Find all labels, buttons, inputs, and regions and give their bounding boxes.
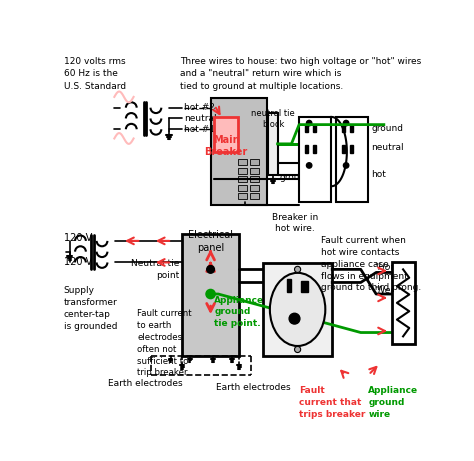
Bar	[301, 281, 308, 292]
Text: ground: ground	[279, 173, 311, 182]
Text: "Hot": "Hot"	[374, 263, 399, 272]
Text: Main
Breaker: Main Breaker	[204, 135, 247, 157]
Text: neutral: neutral	[372, 143, 404, 152]
Text: 120 V: 120 V	[64, 257, 92, 266]
Text: Supply
transformer
center-tap
is grounded: Supply transformer center-tap is grounde…	[64, 286, 117, 331]
Bar	[350, 124, 353, 132]
Circle shape	[294, 266, 301, 272]
Circle shape	[307, 120, 312, 126]
Text: Neutral tie
point: Neutral tie point	[131, 259, 180, 280]
Circle shape	[207, 266, 214, 273]
Circle shape	[343, 163, 349, 168]
Bar	[342, 145, 346, 153]
Text: Three wires to house: two high voltage or "hot" wires
and a "neutral" return wir: Three wires to house: two high voltage o…	[180, 57, 421, 91]
Circle shape	[289, 313, 300, 324]
Circle shape	[206, 290, 215, 299]
Bar	[305, 145, 309, 153]
Text: hot #1: hot #1	[183, 125, 215, 134]
Bar	[287, 278, 292, 292]
Bar	[342, 124, 346, 132]
Text: "Neutral": "Neutral"	[374, 286, 416, 295]
Text: Breaker in
hot wire.: Breaker in hot wire.	[272, 213, 319, 232]
Bar	[350, 145, 353, 153]
Text: Appliance
ground
wire: Appliance ground wire	[368, 386, 419, 419]
Text: Appliance
ground
tie point.: Appliance ground tie point.	[214, 296, 264, 327]
Bar	[313, 124, 316, 132]
Bar	[250, 176, 259, 183]
Text: neutral: neutral	[183, 114, 216, 123]
Bar	[250, 168, 259, 174]
Bar	[237, 159, 247, 165]
Bar	[250, 193, 259, 199]
Bar	[392, 262, 415, 344]
Bar	[268, 113, 278, 175]
Bar	[211, 98, 267, 206]
Text: Earth electrodes: Earth electrodes	[217, 383, 291, 391]
Bar	[336, 117, 368, 201]
Text: Earth electrodes: Earth electrodes	[108, 379, 182, 388]
Bar	[305, 124, 309, 132]
Bar	[182, 234, 239, 355]
Text: hot #2: hot #2	[183, 103, 215, 112]
Bar	[237, 168, 247, 174]
Text: ground: ground	[372, 124, 403, 133]
Bar	[214, 117, 237, 152]
Ellipse shape	[270, 273, 325, 346]
Text: Fault
current that
trips breaker: Fault current that trips breaker	[299, 386, 365, 419]
Text: 120 V: 120 V	[64, 233, 92, 243]
Bar	[237, 193, 247, 199]
Text: neutral tie
block: neutral tie block	[251, 109, 295, 129]
Circle shape	[343, 120, 349, 126]
Bar	[237, 176, 247, 183]
Text: 120 volts rms
60 Hz is the
U.S. Standard: 120 volts rms 60 Hz is the U.S. Standard	[64, 57, 126, 91]
Bar	[250, 185, 259, 191]
Circle shape	[307, 163, 312, 168]
Text: Fault current when
hot wire contacts
appliance case
flows in equipment
ground to: Fault current when hot wire contacts app…	[321, 236, 421, 292]
Bar	[250, 159, 259, 165]
Circle shape	[294, 346, 301, 353]
Text: Fault current
to earth
electrodes
often not
sufficient to
trip breaker.: Fault current to earth electrodes often …	[137, 309, 192, 378]
Text: Electrical
panel: Electrical panel	[188, 230, 233, 253]
Bar	[237, 185, 247, 191]
Text: hot: hot	[372, 170, 386, 179]
Bar	[263, 263, 332, 355]
Bar	[313, 145, 316, 153]
Bar	[299, 117, 331, 201]
